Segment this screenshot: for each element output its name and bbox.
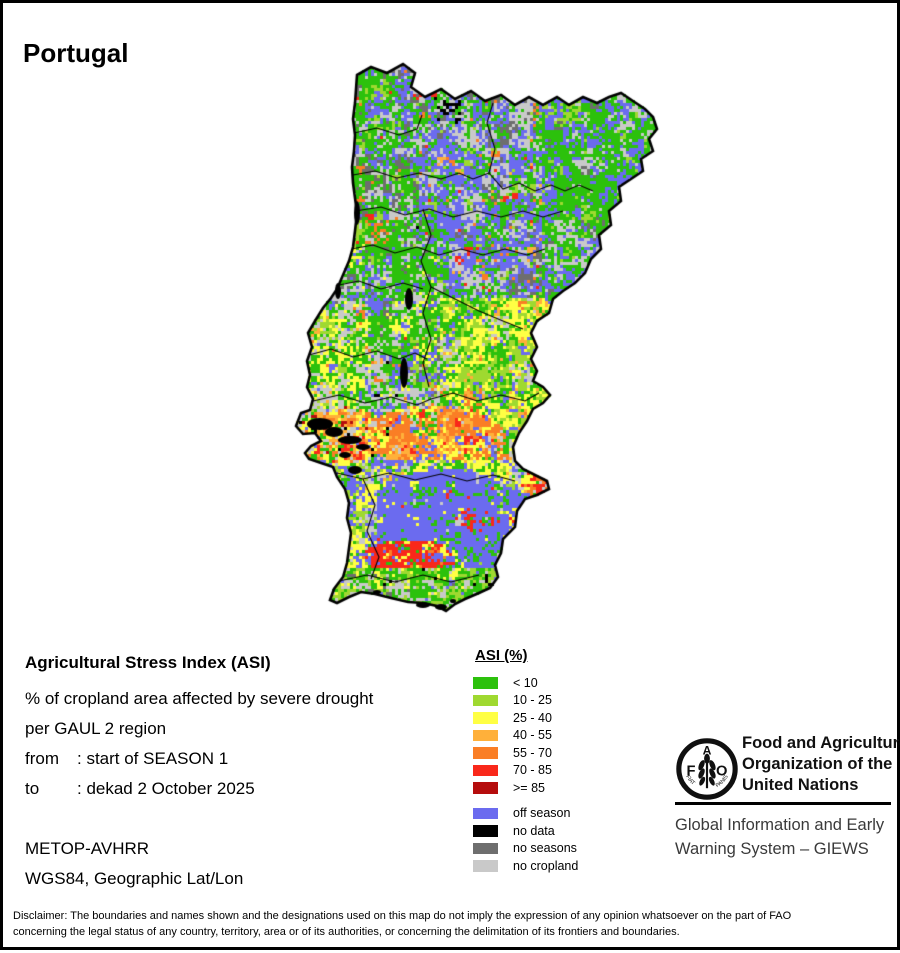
legend-swatch [473, 677, 498, 689]
legend-label: 10 - 25 [513, 693, 552, 708]
legend-row: 10 - 25 [473, 692, 663, 710]
legend-swatch [473, 712, 498, 724]
fao-letter-f: F [687, 763, 696, 779]
legend-asi-classes: < 10 10 - 25 25 - 40 40 - 55 55 - 70 70 - 85 >… [473, 674, 663, 797]
map-description-line1: % of cropland area affected by severe dr… [25, 689, 374, 708]
legend-swatch [473, 729, 498, 741]
disclaimer-line2: concerning the legal status of any count… [13, 925, 680, 938]
legend-label: 55 - 70 [513, 745, 552, 760]
legend-row: < 10 [473, 674, 663, 692]
wheat-ear-icon [698, 753, 716, 789]
legend-row: no data [473, 822, 663, 840]
giews-line1: Global Information and Early [675, 816, 885, 834]
legend-label: off season [513, 806, 571, 821]
period-to-label: to [25, 779, 40, 798]
fao-letter-o: O [716, 763, 727, 779]
legend-swatch [473, 807, 498, 819]
legend-swatch [473, 764, 498, 776]
giews-line2: Warning System – GIEWS [675, 840, 869, 858]
fao-org-line1: Food and Agriculture [742, 734, 900, 752]
period-from-label: from [25, 749, 59, 768]
giews-name: Global Information and Early Warning Sys… [675, 813, 900, 861]
legend-swatch [473, 694, 498, 706]
fao-org-name: Food and Agriculture Organization of the… [742, 733, 900, 796]
legend-label: < 10 [513, 675, 538, 690]
legend-title: ASI (%) [475, 647, 528, 664]
portugal-asi-map [3, 3, 900, 953]
legend-label: no cropland [513, 858, 579, 873]
legend-label: 70 - 85 [513, 763, 552, 778]
fao-org-line2: Organization of the [742, 755, 893, 773]
legend-label: 25 - 40 [513, 710, 552, 725]
legend-row: >= 85 [473, 779, 663, 797]
period-from: from : start of SEASON 1 [25, 749, 228, 769]
fao-logo-icon: F A O FIAT PANIS [676, 738, 738, 800]
legend-swatch [473, 782, 498, 794]
projection-name: WGS84, Geographic Lat/Lon [25, 869, 244, 888]
legend-swatch [473, 747, 498, 759]
legend-extra-classes: off season no data no seasons no cropland [473, 805, 663, 875]
legend-row: 55 - 70 [473, 744, 663, 762]
legend-label: no seasons [513, 841, 577, 856]
period-to: to : dekad 2 October 2025 [25, 779, 255, 799]
map-description-line2: per GAUL 2 region [25, 719, 167, 738]
legend-label: >= 85 [513, 780, 545, 795]
sensor-name: METOP-AVHRR [25, 839, 150, 858]
disclaimer-line1: Disclaimer: The boundaries and names sho… [13, 910, 792, 922]
legend-row: off season [473, 805, 663, 823]
fao-divider [675, 802, 891, 805]
legend-row: 70 - 85 [473, 762, 663, 780]
legend-swatch [473, 842, 498, 854]
fao-org-line3: United Nations [742, 776, 859, 794]
disclaimer: Disclaimer: The boundaries and names sho… [13, 909, 893, 940]
legend-row: no cropland [473, 857, 663, 875]
legend-swatch [473, 825, 498, 837]
map-subtitle: Agricultural Stress Index (ASI) [25, 653, 271, 672]
legend-label: 40 - 55 [513, 728, 552, 743]
fao-letter-a: A [703, 743, 712, 757]
period-from-value: : start of SEASON 1 [77, 749, 229, 768]
legend-row: 40 - 55 [473, 727, 663, 745]
legend: ASI (%) < 10 10 - 25 25 - 40 40 - 55 55 - 70… [473, 647, 663, 875]
legend-label: no data [513, 823, 555, 838]
legend-row: 25 - 40 [473, 709, 663, 727]
period-to-value: : dekad 2 October 2025 [77, 779, 255, 798]
legend-row: no seasons [473, 840, 663, 858]
legend-swatch [473, 860, 498, 872]
